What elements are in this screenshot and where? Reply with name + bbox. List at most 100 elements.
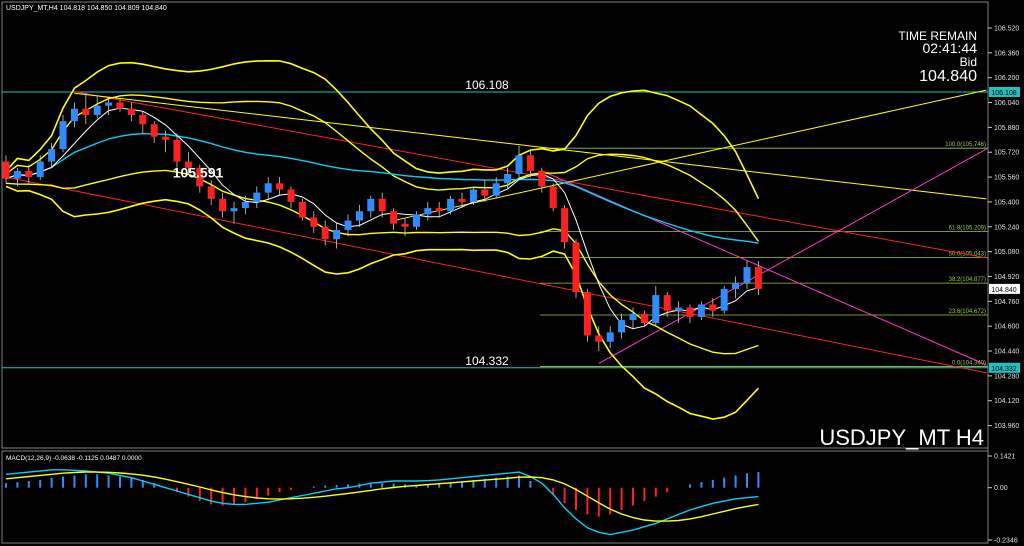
level-label: 106.108 — [465, 78, 509, 92]
macd-pane-frame — [1, 450, 989, 544]
current-price-tag-text: 104.840 — [991, 287, 1016, 294]
bid-label: Bid — [960, 55, 977, 69]
downtrend-line-lower — [5, 176, 987, 374]
macd-y-tick-label: 0.00 — [994, 485, 1008, 492]
macd-signal-line — [5, 471, 759, 522]
candle — [412, 211, 420, 230]
candle — [105, 99, 113, 115]
candle — [629, 307, 637, 330]
y-tick-label: 104.600 — [994, 324, 1019, 331]
level-tag — [989, 362, 1020, 373]
candle — [276, 177, 284, 196]
candle — [25, 164, 33, 184]
candle — [720, 285, 728, 314]
candle — [378, 192, 386, 218]
candle — [241, 195, 249, 215]
y-tick-label: 105.720 — [994, 150, 1019, 157]
bid-value: 104.840 — [919, 68, 977, 85]
y-tick-label: 106.520 — [994, 25, 1019, 32]
candle — [184, 152, 192, 174]
macd-header: MACD(12,26,9) -0.0638 -0.1125 0.0487 0.0… — [6, 455, 142, 462]
candle — [298, 198, 306, 221]
candle — [2, 155, 10, 184]
y-tick-label: 104.920 — [994, 274, 1019, 281]
candle — [583, 288, 591, 342]
candle — [526, 149, 534, 178]
candle — [469, 186, 477, 206]
channel-line-up — [598, 148, 987, 364]
y-tick-label: 106.360 — [994, 50, 1019, 57]
candle — [48, 142, 56, 168]
candle — [458, 192, 466, 209]
y-tick-label: 103.960 — [994, 423, 1019, 430]
candle — [162, 130, 170, 153]
moving-average-long — [5, 132, 759, 244]
candle — [640, 310, 648, 327]
candle — [447, 195, 455, 215]
candle — [93, 96, 101, 119]
candle — [150, 121, 158, 143]
current-price-tag — [989, 283, 1020, 294]
candle — [572, 239, 580, 299]
candle — [435, 201, 443, 218]
candle — [207, 180, 215, 206]
candle — [230, 201, 238, 224]
candle — [253, 186, 261, 209]
symbol-watermark: USDJPY_MT H4 — [819, 425, 984, 450]
candle — [36, 155, 44, 181]
candle — [13, 167, 21, 187]
y-tick-label: 105.560 — [994, 175, 1019, 182]
y-tick-label: 104.760 — [994, 299, 1019, 306]
candle — [264, 177, 272, 199]
candle — [618, 313, 626, 339]
channel-line-down — [541, 170, 987, 366]
price-annotation: 105.591 — [173, 164, 224, 180]
candle — [333, 223, 341, 249]
candle — [549, 183, 557, 212]
trend-line-yellow — [74, 92, 987, 200]
y-tick-label: 104.440 — [994, 349, 1019, 356]
candle — [697, 301, 705, 320]
level-label: 104.332 — [465, 354, 509, 368]
candle — [401, 217, 409, 237]
candle — [139, 111, 147, 134]
time-remain-value: 02:41:44 — [923, 40, 978, 56]
fib-label: 0.0(104.340) — [952, 361, 986, 367]
bollinger-lower — [5, 185, 759, 420]
candle — [595, 326, 603, 352]
candle — [127, 102, 135, 122]
candle — [732, 276, 740, 299]
main-pane-frame — [1, 1, 989, 449]
y-tick-label: 104.280 — [994, 373, 1019, 380]
fib-label: 23.6(104.672) — [949, 309, 986, 315]
candle — [538, 167, 546, 193]
y-tick-label: 105.400 — [994, 199, 1019, 206]
candle — [675, 301, 683, 324]
candle — [321, 220, 329, 246]
bollinger-inner-upper — [5, 94, 759, 242]
y-tick-label: 106.040 — [994, 100, 1019, 107]
candle — [561, 205, 569, 249]
candle — [663, 292, 671, 317]
candle — [82, 93, 90, 125]
candle — [515, 146, 523, 181]
fib-label: 100.0(105.746) — [945, 142, 986, 148]
uptrend-line-yellow — [393, 89, 987, 222]
candle — [59, 114, 67, 153]
fib-label: 61.8(105.209) — [949, 226, 986, 232]
candle — [310, 211, 318, 233]
macd-y-tick-label: 0.1421 — [994, 454, 1016, 461]
candle — [424, 201, 432, 221]
candle — [173, 133, 181, 168]
y-tick-label: 105.080 — [994, 249, 1019, 256]
candle — [70, 102, 78, 128]
time-remain-label: TIME REMAIN — [898, 29, 977, 43]
candle — [481, 180, 489, 202]
y-tick-label: 104.120 — [994, 398, 1019, 405]
candle — [606, 326, 614, 348]
candle — [686, 304, 694, 324]
y-tick-label: 105.240 — [994, 224, 1019, 231]
candle — [344, 214, 352, 237]
